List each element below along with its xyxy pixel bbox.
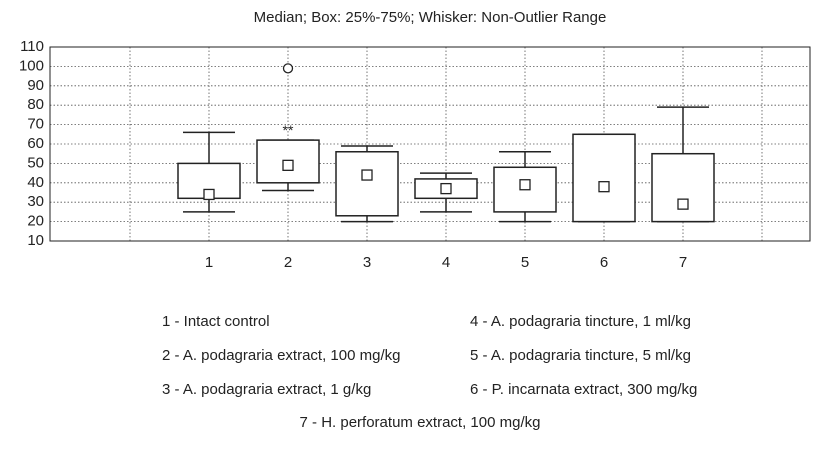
y-tick-label: 30: [27, 193, 44, 210]
x-tick-label: 1: [205, 254, 213, 271]
legend-item: 2 - A. podagraria extract, 100 mg/kg: [162, 347, 400, 364]
y-tick-label: 20: [27, 213, 44, 230]
legend-item: 3 - A. podagraria extract, 1 g/kg: [162, 381, 371, 398]
y-tick-label: 110: [20, 38, 44, 55]
y-tick-label: 50: [27, 154, 44, 171]
median-marker: [519, 179, 531, 191]
box: [572, 133, 636, 223]
legend-item: 6 - P. incarnata extract, 300 mg/kg: [470, 381, 697, 398]
legend-item: 5 - A. podagraria tincture, 5 ml/kg: [470, 347, 691, 364]
x-tick-label: 5: [521, 254, 529, 271]
median-marker: [203, 188, 215, 201]
outlier: [282, 63, 294, 74]
x-tick-label: 4: [442, 254, 450, 271]
x-tick-label: 3: [363, 254, 371, 271]
y-tick-label: 70: [27, 116, 44, 133]
x-tick-label: 6: [600, 254, 608, 271]
y-tick-label: 60: [27, 135, 44, 152]
median-marker: [361, 169, 373, 181]
legend-item: 7 - H. perforatum extract, 100 mg/kg: [300, 414, 541, 431]
box: [651, 152, 715, 223]
annotation: **: [283, 122, 294, 138]
x-tick-label: 7: [679, 254, 687, 271]
box: [335, 151, 399, 217]
median-marker: [677, 198, 689, 210]
y-tick-label: 90: [27, 77, 44, 94]
y-tick-label: 100: [19, 57, 44, 74]
plot-frame: [49, 46, 811, 242]
chart-title: Median; Box: 25%-75%; Whisker: Non-Outli…: [254, 9, 607, 26]
median-marker: [598, 181, 610, 193]
median-marker: [440, 182, 452, 195]
y-tick-label: 40: [27, 174, 44, 191]
y-tick-label: 10: [27, 232, 44, 249]
median-marker: [282, 159, 294, 171]
legend-item: 4 - A. podagraria tincture, 1 ml/kg: [470, 313, 691, 330]
x-tick-label: 2: [284, 254, 292, 271]
y-tick-label: 80: [27, 96, 44, 113]
legend-item: 1 - Intact control: [162, 313, 270, 330]
